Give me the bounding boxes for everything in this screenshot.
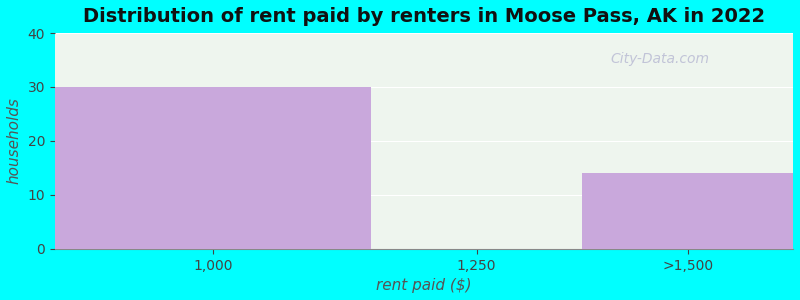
X-axis label: rent paid ($): rent paid ($) [376, 278, 472, 293]
Bar [55, 87, 371, 249]
Bar [582, 173, 793, 249]
Y-axis label: households: households [7, 98, 22, 184]
Text: City-Data.com: City-Data.com [610, 52, 710, 66]
Title: Distribution of rent paid by renters in Moose Pass, AK in 2022: Distribution of rent paid by renters in … [83, 7, 765, 26]
